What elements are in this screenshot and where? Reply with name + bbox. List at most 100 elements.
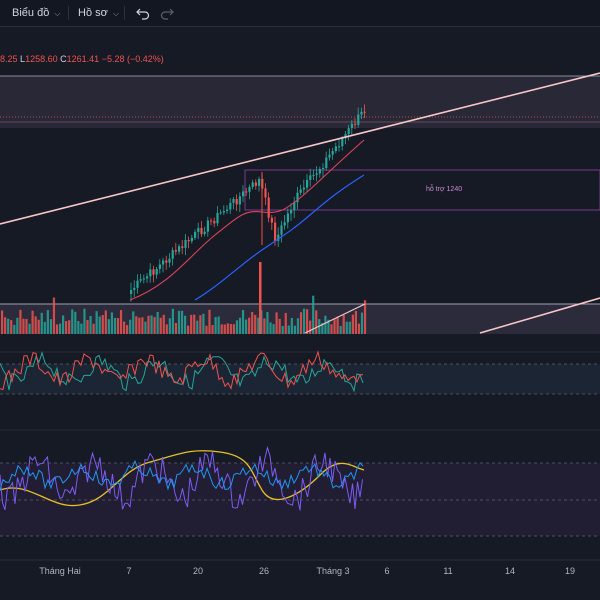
candle-body bbox=[203, 231, 206, 235]
volume-bar bbox=[214, 317, 217, 334]
volume-bar bbox=[89, 315, 92, 334]
candle-body bbox=[222, 211, 225, 213]
volume-bar bbox=[251, 311, 254, 334]
candle-body bbox=[171, 250, 174, 259]
candle-body bbox=[360, 111, 363, 115]
price-chart[interactable]: hỗ trợ 1240 Tháng Hai 7 20 26 Tháng 3 6 11 14 19 bbox=[0, 26, 600, 600]
x-axis-tick-label: Tháng 3 bbox=[316, 566, 349, 576]
candle-body bbox=[142, 278, 145, 280]
volume-bar bbox=[235, 320, 239, 334]
candle-body bbox=[296, 192, 299, 203]
x-axis-tick-label: 19 bbox=[565, 566, 575, 576]
candle-body bbox=[322, 167, 325, 170]
volume-bar bbox=[25, 318, 28, 334]
volume-bar bbox=[220, 324, 223, 334]
volume-bar bbox=[327, 319, 330, 334]
candle-body bbox=[242, 191, 245, 197]
time-axis: Tháng Hai 7 20 26 Tháng 3 6 11 14 19 bbox=[39, 566, 575, 576]
volume-bar bbox=[336, 316, 339, 334]
volume-bar bbox=[13, 324, 16, 334]
volume-bar bbox=[31, 310, 34, 334]
candle-body bbox=[162, 260, 165, 265]
volume-bar bbox=[248, 317, 251, 334]
candle-body bbox=[341, 138, 344, 147]
candle-body bbox=[277, 234, 280, 241]
volume-bar bbox=[351, 314, 354, 334]
volume-bar bbox=[165, 324, 168, 334]
osc1-line-red bbox=[0, 350, 364, 391]
volume-bar bbox=[254, 314, 257, 334]
candle-body bbox=[219, 212, 222, 214]
volume-bar bbox=[290, 318, 293, 334]
x-axis-tick-label: 6 bbox=[384, 566, 389, 576]
x-axis-tick-label: 7 bbox=[126, 566, 131, 576]
candle-body bbox=[197, 227, 200, 232]
volume-bar bbox=[123, 321, 126, 334]
undo-icon[interactable] bbox=[134, 4, 152, 22]
volume-bar bbox=[28, 323, 31, 334]
candle-body bbox=[178, 246, 181, 252]
profile-menu-button[interactable]: Hồ sơ ⌵ bbox=[78, 4, 119, 22]
volume-bar bbox=[144, 321, 147, 334]
candle-body bbox=[248, 186, 251, 192]
volume-bar bbox=[168, 318, 171, 334]
candle-body bbox=[165, 260, 168, 263]
candle-body bbox=[258, 178, 261, 186]
volume-bar bbox=[180, 310, 184, 334]
volume-bar bbox=[159, 317, 162, 334]
volume-bar bbox=[7, 318, 10, 334]
redo-icon[interactable] bbox=[158, 4, 176, 22]
volume-bar bbox=[278, 318, 281, 334]
volume-bar bbox=[284, 312, 287, 334]
volume-bar bbox=[211, 324, 214, 334]
candle-body bbox=[274, 222, 277, 241]
toolbar-divider bbox=[68, 6, 69, 20]
volume-bar bbox=[281, 325, 284, 334]
volume-bar bbox=[71, 309, 74, 334]
volume-bar bbox=[245, 319, 248, 334]
candle-body bbox=[146, 276, 149, 279]
volume-bar bbox=[354, 310, 357, 334]
chart-menu-button[interactable]: Biểu đồ ⌵ bbox=[12, 4, 60, 22]
resistance-zone bbox=[0, 76, 600, 128]
volume-bar bbox=[55, 324, 59, 334]
osc2-line-blue bbox=[0, 459, 364, 491]
candle-body bbox=[155, 268, 158, 275]
candlesticks bbox=[130, 104, 366, 302]
x-axis-tick-label: 14 bbox=[505, 566, 515, 576]
volume-bar bbox=[65, 321, 68, 334]
volume-bar bbox=[86, 319, 89, 334]
volume-bar bbox=[184, 315, 187, 334]
volume-bar bbox=[22, 318, 25, 334]
volume-bar bbox=[357, 323, 361, 334]
volume-bar bbox=[293, 325, 296, 334]
low-value: 1258.60 bbox=[25, 54, 58, 64]
volume-bar bbox=[135, 316, 138, 334]
volume-bar bbox=[287, 325, 290, 334]
volume-bar bbox=[296, 318, 300, 334]
trendline-main bbox=[0, 72, 600, 225]
candle-body bbox=[194, 231, 197, 238]
volume-bar bbox=[138, 317, 141, 334]
volume-bar bbox=[238, 317, 242, 334]
candle-body bbox=[136, 280, 139, 288]
volume-bar bbox=[147, 315, 150, 334]
volume-bar bbox=[321, 322, 324, 334]
volume-bar bbox=[241, 309, 245, 334]
volume-bar bbox=[223, 324, 226, 334]
volume-bar bbox=[110, 312, 113, 334]
volume-bar bbox=[49, 319, 52, 334]
candle-body bbox=[290, 210, 293, 214]
support-note: hỗ trợ 1240 bbox=[426, 184, 462, 193]
toolbar-divider bbox=[124, 6, 125, 20]
candle-body bbox=[302, 187, 305, 190]
chart-menu-label: Biểu đồ bbox=[12, 7, 50, 19]
candle-body bbox=[334, 146, 337, 152]
osc2-line-purple bbox=[0, 445, 363, 511]
volume-bar bbox=[4, 317, 7, 334]
volume-bar bbox=[360, 312, 364, 334]
volume-bars bbox=[1, 262, 367, 334]
candle-body bbox=[347, 128, 350, 135]
candle-body bbox=[309, 175, 312, 180]
volume-bar bbox=[132, 311, 135, 334]
